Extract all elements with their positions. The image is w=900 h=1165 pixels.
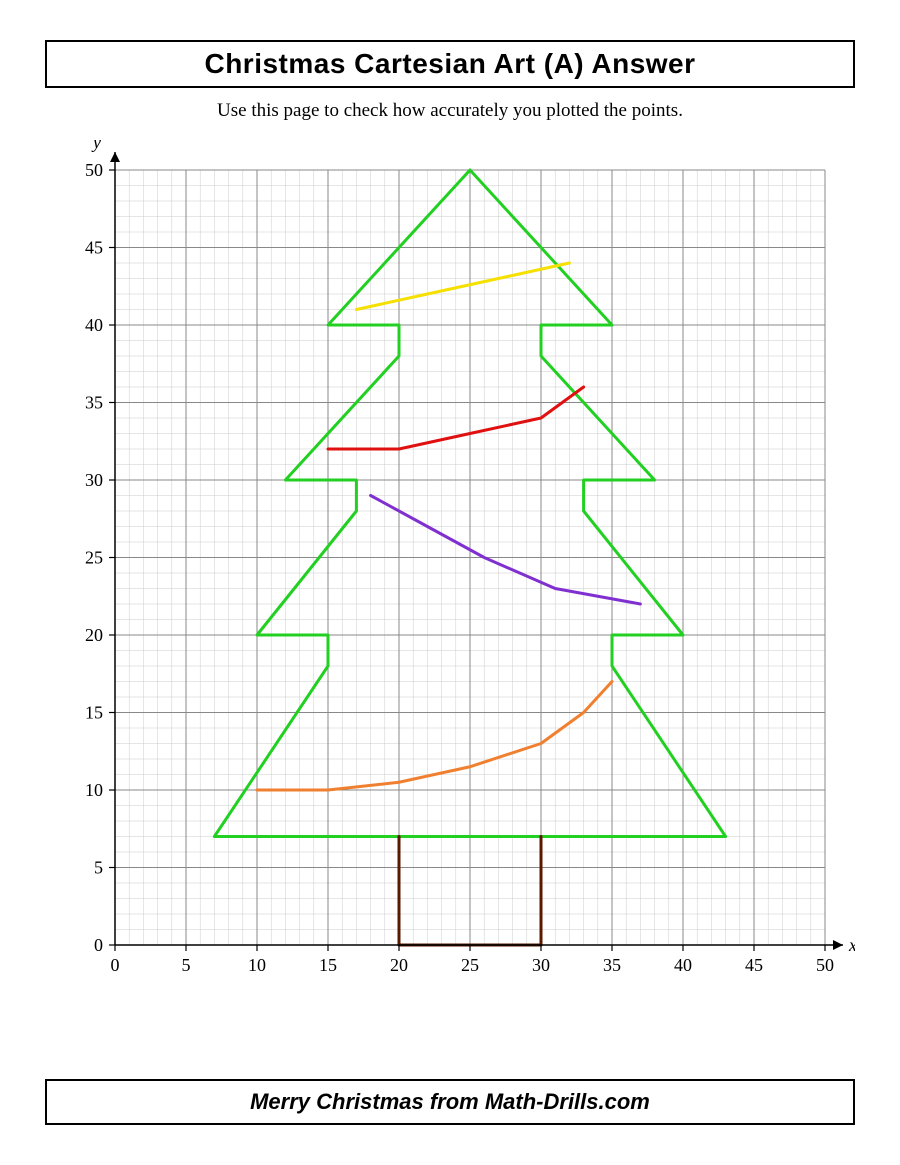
subtitle: Use this page to check how accurately yo… (45, 100, 855, 122)
svg-text:5: 5 (182, 955, 191, 975)
svg-text:50: 50 (816, 955, 834, 975)
svg-text:20: 20 (390, 955, 408, 975)
svg-text:15: 15 (319, 955, 337, 975)
svg-text:0: 0 (111, 955, 120, 975)
page-title: Christmas Cartesian Art (A) Answer (47, 48, 853, 80)
footer-text: Merry Christmas from Math-Drills.com (47, 1089, 853, 1115)
svg-text:25: 25 (461, 955, 479, 975)
svg-text:45: 45 (85, 238, 103, 258)
svg-text:10: 10 (248, 955, 266, 975)
svg-text:40: 40 (674, 955, 692, 975)
svg-text:10: 10 (85, 780, 103, 800)
svg-text:0: 0 (94, 935, 103, 955)
svg-text:40: 40 (85, 315, 103, 335)
svg-text:x: x (848, 935, 855, 955)
svg-text:15: 15 (85, 703, 103, 723)
svg-text:45: 45 (745, 955, 763, 975)
cartesian-chart: 0 5 10 15 20 25 30 35 40 45 50 0 5 10 15 20 25 30 35 40 45 50… (45, 140, 855, 1000)
title-box: Christmas Cartesian Art (A) Answer (45, 40, 855, 88)
svg-text:5: 5 (94, 858, 103, 878)
svg-text:35: 35 (603, 955, 621, 975)
svg-text:y: y (91, 140, 101, 152)
svg-text:20: 20 (85, 625, 103, 645)
footer-box: Merry Christmas from Math-Drills.com (45, 1079, 855, 1125)
svg-text:50: 50 (85, 160, 103, 180)
svg-text:35: 35 (85, 393, 103, 413)
svg-text:25: 25 (85, 548, 103, 568)
svg-text:30: 30 (85, 470, 103, 490)
chart-svg: 0 5 10 15 20 25 30 35 40 45 50 0 5 10 15 20 25 30 35 40 45 50… (45, 140, 855, 1000)
svg-text:30: 30 (532, 955, 550, 975)
